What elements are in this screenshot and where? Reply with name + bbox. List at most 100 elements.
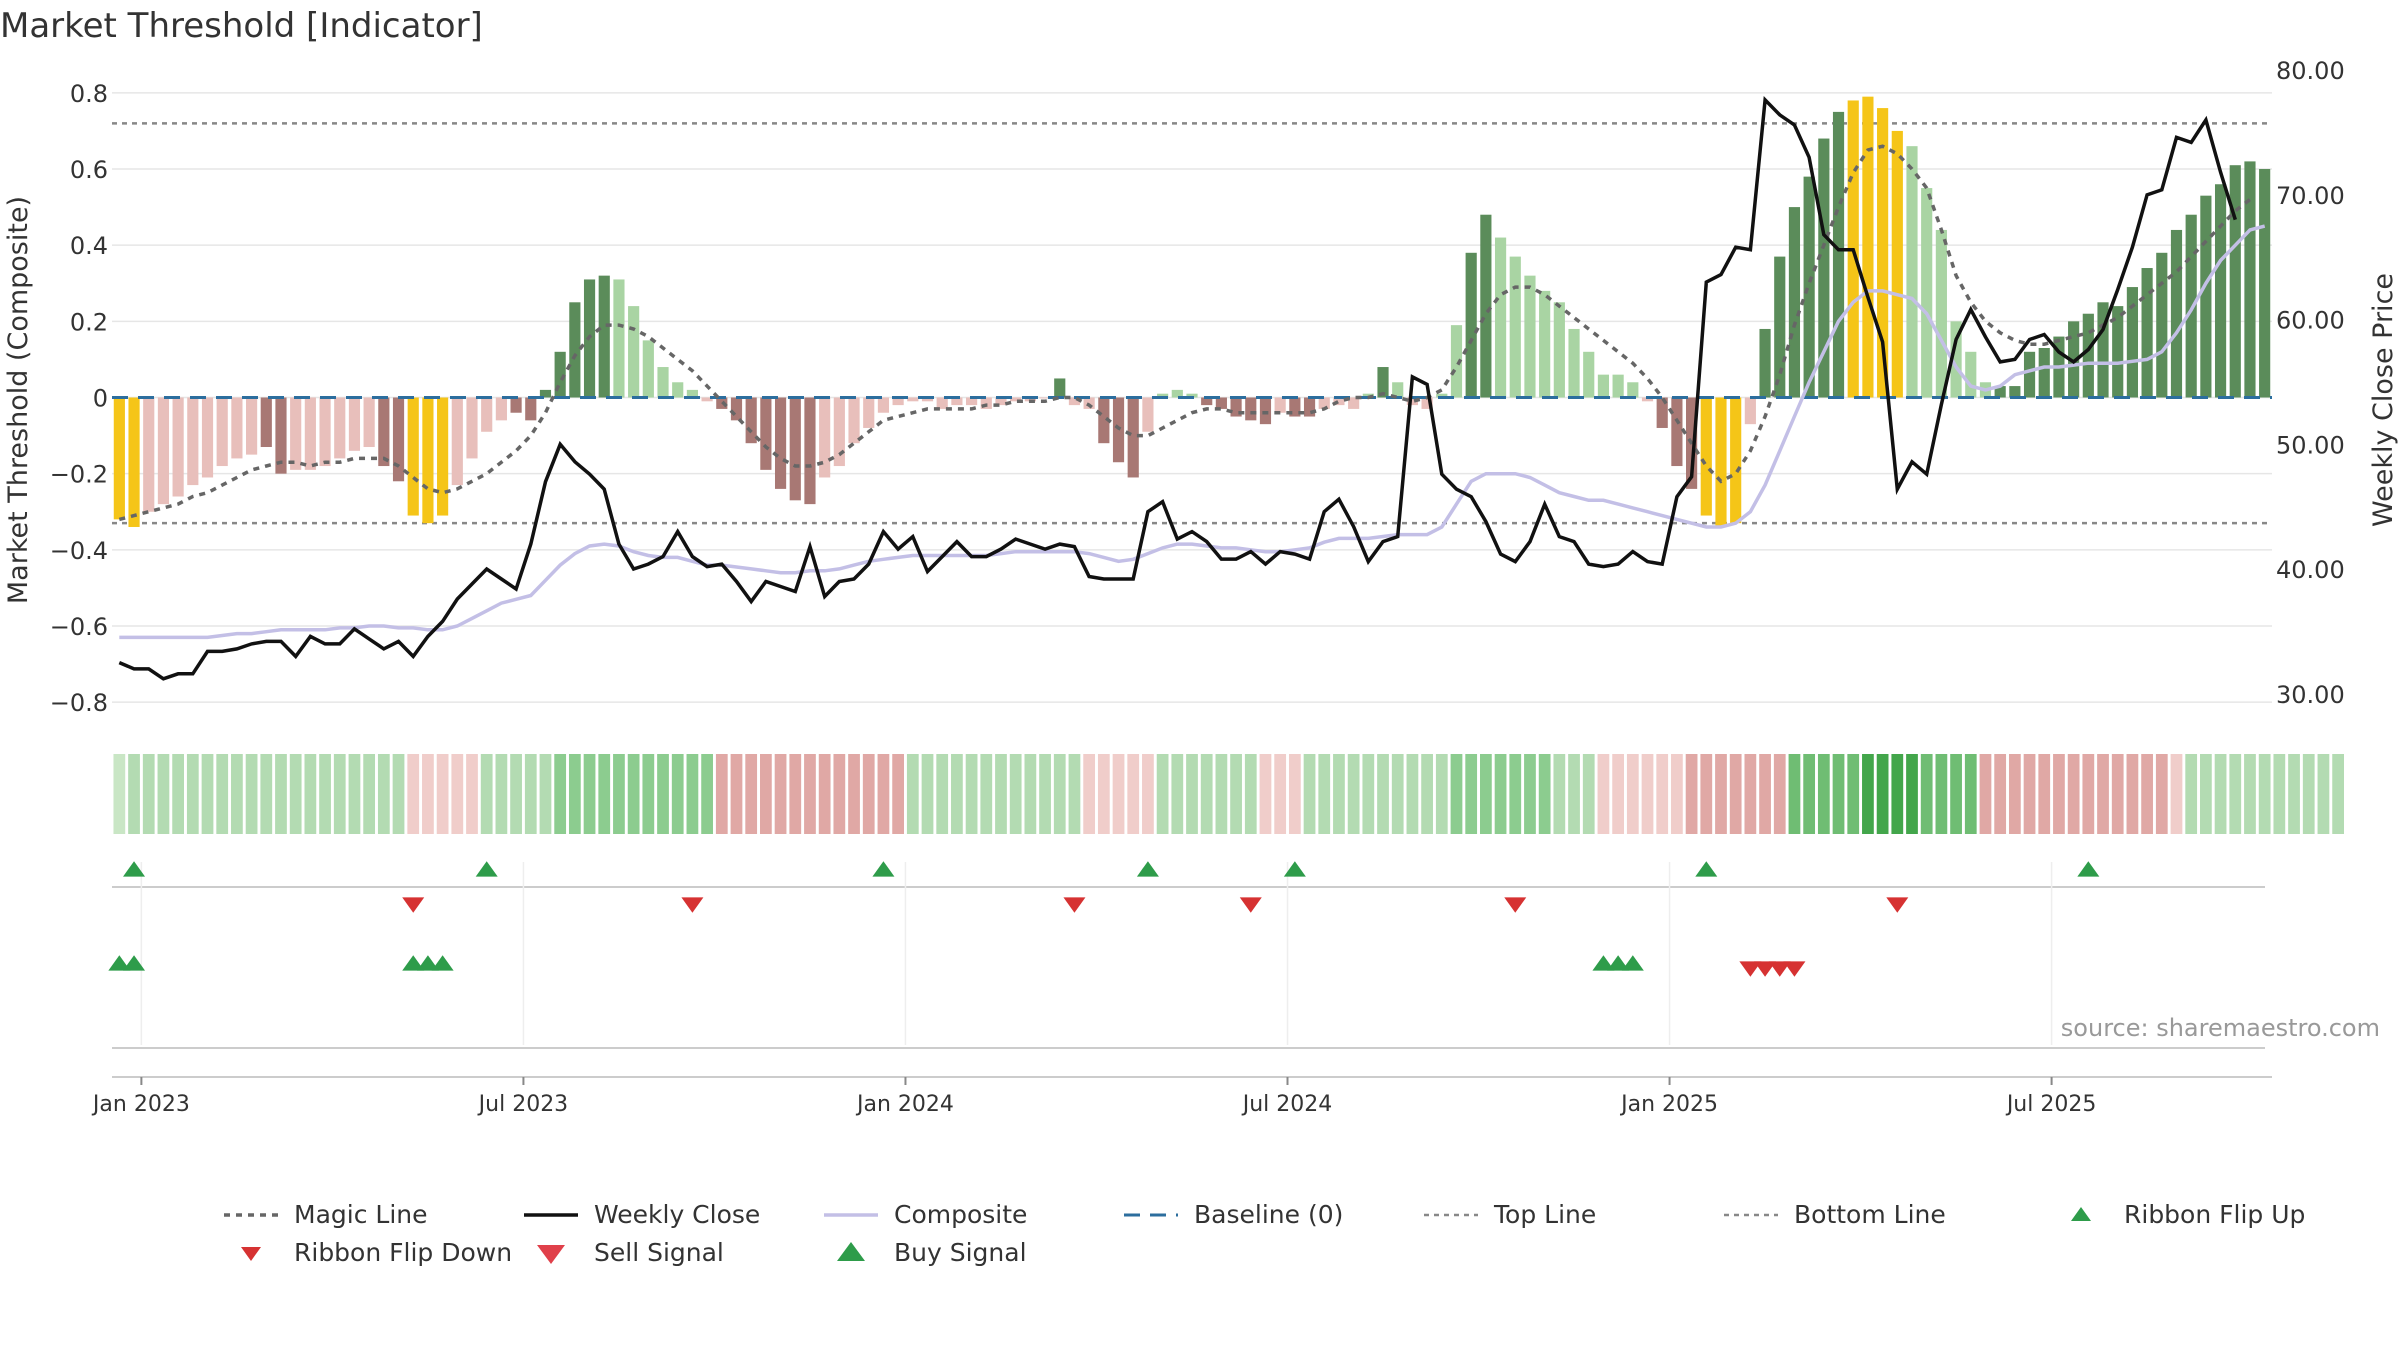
ribbon-flip-down-marker [1886, 897, 1909, 913]
composite-bar [1715, 397, 1727, 527]
ribbon-cell [1171, 754, 1184, 834]
y-tick-label-left: 0 [93, 385, 108, 413]
composite-bar [1068, 397, 1081, 406]
ribbon-cell [1612, 754, 1624, 834]
ribbon-cell [1494, 754, 1507, 834]
composite-bar [936, 397, 948, 409]
ribbon-cell [1127, 754, 1140, 834]
composite-bar [1774, 256, 1786, 398]
composite-bar [2229, 165, 2241, 398]
composite-bar [951, 397, 963, 406]
ribbon-cell [818, 754, 831, 834]
ribbon-cell [1142, 754, 1154, 834]
ribbon-cell [1979, 754, 1992, 834]
composite-bar [216, 397, 228, 467]
x-tick-label: Jul 2023 [477, 1092, 569, 1117]
composite-bar [128, 397, 140, 527]
ribbon-cell [1553, 754, 1566, 834]
ribbon-flip-up-marker [1136, 861, 1159, 877]
legend-swatch [820, 1240, 882, 1266]
ribbon-cell [1950, 754, 1962, 834]
ribbon-cell [201, 754, 214, 834]
composite-bar [980, 397, 992, 409]
ribbon-cell [2332, 754, 2344, 834]
composite-bar [1671, 397, 1683, 467]
ribbon-strip [113, 754, 2344, 834]
composite-bar [1303, 397, 1316, 417]
composite-bar [1171, 389, 1183, 398]
composite-bar [1744, 397, 1756, 425]
ribbon-cell [2229, 754, 2242, 834]
ribbon-cell [2097, 754, 2109, 834]
composite-bar [1465, 252, 1477, 398]
y-tick-label-left: −0.8 [50, 689, 108, 717]
x-tick-label: Jul 2025 [2005, 1092, 2097, 1117]
composite-bar [672, 382, 684, 398]
page-title: Market Threshold [Indicator] [0, 6, 483, 46]
composite-bar [143, 397, 155, 512]
composite-bar [966, 397, 978, 406]
ribbon-cell [1906, 754, 1918, 834]
ribbon-cell [407, 754, 420, 834]
sell-signal-marker [1768, 961, 1791, 977]
ribbon-cell [2067, 754, 2080, 834]
composite-bar [1627, 382, 1639, 398]
ribbon-cell [1729, 754, 1742, 834]
ribbon-cell [2038, 754, 2051, 834]
composite-bar [1524, 275, 1536, 398]
composite-bar [378, 397, 390, 467]
composite-bar [2141, 268, 2153, 398]
y-tick-label-right: 60.00 [2276, 307, 2345, 335]
composite-bar [466, 397, 478, 459]
y-tick-label-left: 0.2 [70, 308, 108, 336]
composite-bar [1245, 397, 1257, 421]
ribbon-cell [671, 754, 684, 834]
ribbon-cell [113, 754, 126, 834]
ribbon-cell [760, 754, 772, 834]
composite-bar [1098, 397, 1110, 444]
composite-bar [348, 397, 361, 451]
ribbon-cell [1186, 754, 1198, 834]
sell-signal-marker [1739, 961, 1762, 977]
x-tick-label: Jul 2024 [1241, 1092, 1333, 1117]
x-axis: Jan 2023 Jul 2023 Jan 2024 Jul 2024 Jan 2025… [91, 1076, 2272, 1117]
composite-bar [1891, 130, 1903, 398]
ribbon-cell [319, 754, 331, 834]
ribbon-cell [333, 754, 346, 834]
composite-bar [451, 397, 463, 486]
ribbon-cell [598, 754, 611, 834]
ribbon-flip-up-marker [123, 861, 146, 877]
ribbon-cell [1700, 754, 1713, 834]
legend-label: Buy Signal [894, 1238, 1027, 1267]
ribbon-cell [2317, 754, 2330, 834]
legend-item: Composite [820, 1200, 1027, 1229]
ribbon-cell [524, 754, 537, 834]
y-tick-label-right: 30.00 [2276, 681, 2345, 709]
ribbon-cell [613, 754, 625, 834]
composite-bar [1362, 393, 1374, 398]
composite-bar [2126, 287, 2138, 398]
composite-bar [1965, 351, 1977, 398]
sell-signal-marker [1783, 961, 1806, 977]
composite-bar [1539, 290, 1551, 398]
composite-bars [112, 96, 2272, 527]
ribbon-flip-up-marker [1695, 861, 1718, 877]
composite-bar [1832, 111, 1845, 398]
ribbon-cell [1024, 754, 1037, 834]
composite-bar [1054, 378, 1066, 398]
composite-bar [525, 397, 537, 421]
ribbon-cell [1920, 754, 1933, 834]
ribbon-cell [1803, 754, 1816, 834]
buy-signal-marker [1592, 955, 1615, 971]
y-tick-label-left: 0.4 [70, 232, 108, 260]
ribbon-cell [701, 754, 713, 834]
ribbon-cell [436, 754, 449, 834]
ribbon-cell [1347, 754, 1360, 834]
ribbon-cell [1832, 754, 1845, 834]
legend-swatch [520, 1240, 582, 1266]
composite-bar [1788, 207, 1801, 398]
ribbon-cell [2200, 754, 2212, 834]
composite-bar [1289, 397, 1301, 417]
ribbon-cell [1450, 754, 1463, 834]
legend-item: Bottom Line [1720, 1200, 1946, 1229]
